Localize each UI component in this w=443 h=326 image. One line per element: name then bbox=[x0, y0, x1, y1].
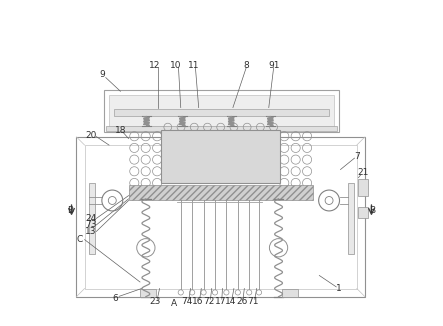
Bar bbox=[282, 289, 298, 297]
Text: B: B bbox=[369, 206, 375, 215]
Bar bbox=[109, 95, 334, 127]
Bar bbox=[77, 137, 365, 297]
Bar bbox=[161, 130, 280, 183]
Text: C: C bbox=[77, 235, 83, 244]
Text: 16: 16 bbox=[192, 297, 204, 306]
Bar bbox=[358, 179, 368, 196]
Bar bbox=[85, 145, 357, 289]
Text: 6: 6 bbox=[113, 294, 118, 303]
Text: 21: 21 bbox=[358, 168, 369, 177]
Text: 20: 20 bbox=[85, 131, 97, 140]
Text: 10: 10 bbox=[170, 61, 182, 70]
Bar bbox=[104, 90, 339, 132]
Text: 73: 73 bbox=[85, 220, 97, 230]
Bar bbox=[89, 183, 95, 254]
Text: 24: 24 bbox=[85, 214, 97, 223]
Text: B: B bbox=[67, 206, 73, 215]
Text: 13: 13 bbox=[85, 227, 97, 236]
Text: 72: 72 bbox=[203, 297, 215, 306]
Text: 11: 11 bbox=[188, 61, 199, 70]
Bar bbox=[140, 289, 156, 297]
Text: 1: 1 bbox=[336, 284, 342, 293]
Text: 23: 23 bbox=[149, 297, 160, 306]
Bar bbox=[106, 126, 337, 131]
Text: 17: 17 bbox=[215, 297, 226, 306]
Text: 26: 26 bbox=[236, 297, 247, 306]
Text: 14: 14 bbox=[225, 297, 236, 306]
Text: A: A bbox=[171, 299, 177, 308]
Text: 71: 71 bbox=[248, 297, 259, 306]
Bar bbox=[358, 207, 368, 218]
Text: 9: 9 bbox=[100, 70, 105, 80]
Bar bbox=[128, 185, 313, 200]
Bar bbox=[348, 183, 354, 254]
Text: 18: 18 bbox=[115, 126, 126, 135]
Bar bbox=[114, 109, 329, 116]
Text: 7: 7 bbox=[354, 152, 360, 161]
Text: 74: 74 bbox=[182, 297, 193, 306]
Text: 12: 12 bbox=[149, 61, 160, 70]
Text: 91: 91 bbox=[268, 61, 280, 70]
Text: 8: 8 bbox=[243, 61, 249, 70]
